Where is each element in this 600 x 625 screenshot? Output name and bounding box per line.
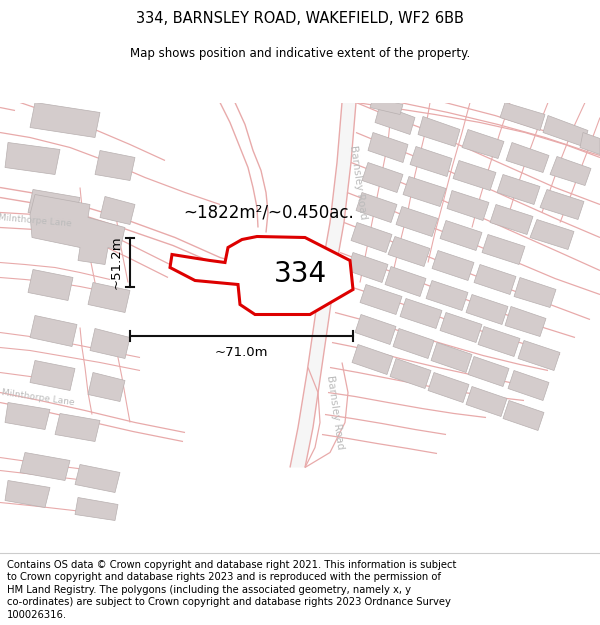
Text: HM Land Registry. The polygons (including the associated geometry, namely x, y: HM Land Registry. The polygons (includin… [7, 585, 411, 595]
Polygon shape [508, 371, 549, 401]
Polygon shape [478, 326, 520, 356]
Polygon shape [30, 361, 75, 391]
Polygon shape [355, 314, 396, 344]
Polygon shape [426, 281, 468, 311]
Polygon shape [453, 161, 496, 191]
Polygon shape [5, 142, 60, 174]
Text: ~1822m²/~0.450ac.: ~1822m²/~0.450ac. [183, 204, 354, 221]
Polygon shape [88, 372, 125, 401]
Text: Milnthorpe Lane: Milnthorpe Lane [0, 213, 72, 228]
Polygon shape [360, 284, 402, 314]
Polygon shape [431, 342, 472, 372]
Polygon shape [396, 206, 438, 236]
Text: co-ordinates) are subject to Crown copyright and database rights 2023 Ordnance S: co-ordinates) are subject to Crown copyr… [7, 598, 451, 608]
Polygon shape [370, 98, 403, 114]
Polygon shape [20, 452, 70, 481]
Polygon shape [462, 129, 504, 159]
Text: ~51.2m: ~51.2m [110, 235, 123, 289]
Polygon shape [75, 498, 118, 521]
Polygon shape [482, 234, 525, 264]
Text: ~71.0m: ~71.0m [215, 346, 268, 359]
Text: 334: 334 [274, 261, 326, 289]
Polygon shape [375, 104, 415, 134]
Polygon shape [540, 189, 584, 219]
Text: 100026316.: 100026316. [7, 609, 67, 619]
Polygon shape [100, 196, 135, 224]
Text: 334, BARNSLEY ROAD, WAKEFIELD, WF2 6BB: 334, BARNSLEY ROAD, WAKEFIELD, WF2 6BB [136, 11, 464, 26]
Polygon shape [347, 253, 388, 282]
Text: Barnsley Road: Barnsley Road [325, 375, 345, 450]
Polygon shape [505, 306, 546, 336]
Polygon shape [28, 269, 73, 301]
Polygon shape [388, 236, 430, 266]
Polygon shape [440, 312, 482, 342]
Polygon shape [466, 294, 508, 324]
Polygon shape [393, 329, 434, 359]
Polygon shape [88, 282, 130, 312]
Polygon shape [418, 116, 460, 146]
Polygon shape [440, 221, 482, 251]
Polygon shape [55, 414, 100, 441]
Polygon shape [351, 222, 392, 253]
Polygon shape [352, 344, 393, 374]
Polygon shape [30, 194, 125, 264]
Polygon shape [30, 102, 100, 138]
Polygon shape [474, 264, 516, 294]
Polygon shape [5, 402, 50, 429]
Polygon shape [500, 102, 545, 131]
Polygon shape [385, 266, 426, 296]
Polygon shape [410, 146, 452, 176]
Polygon shape [466, 386, 507, 416]
Text: Contains OS data © Crown copyright and database right 2021. This information is : Contains OS data © Crown copyright and d… [7, 560, 457, 570]
Polygon shape [468, 356, 509, 386]
Polygon shape [28, 189, 80, 219]
Polygon shape [30, 316, 77, 346]
Text: Milnthorpe Lane: Milnthorpe Lane [1, 388, 75, 407]
Polygon shape [506, 142, 549, 172]
Polygon shape [497, 174, 540, 204]
Polygon shape [530, 219, 574, 249]
Polygon shape [95, 151, 135, 181]
Text: to Crown copyright and database rights 2023 and is reproduced with the permissio: to Crown copyright and database rights 2… [7, 572, 441, 582]
Polygon shape [362, 162, 403, 192]
Polygon shape [490, 204, 533, 234]
Polygon shape [543, 116, 588, 146]
Polygon shape [90, 329, 130, 359]
Polygon shape [170, 236, 353, 314]
Polygon shape [550, 156, 591, 186]
Polygon shape [503, 401, 544, 431]
Polygon shape [447, 191, 489, 221]
Polygon shape [5, 481, 50, 508]
Polygon shape [428, 372, 469, 402]
Polygon shape [514, 278, 556, 308]
Text: Map shows position and indicative extent of the property.: Map shows position and indicative extent… [130, 47, 470, 59]
Polygon shape [356, 192, 397, 222]
Polygon shape [290, 102, 356, 468]
Polygon shape [403, 176, 446, 206]
Polygon shape [368, 132, 408, 162]
Polygon shape [580, 132, 600, 154]
Polygon shape [390, 359, 431, 389]
Text: Barnsley Road: Barnsley Road [348, 145, 368, 220]
Polygon shape [518, 341, 560, 371]
Polygon shape [400, 299, 442, 329]
Polygon shape [432, 251, 474, 281]
Polygon shape [75, 464, 120, 492]
